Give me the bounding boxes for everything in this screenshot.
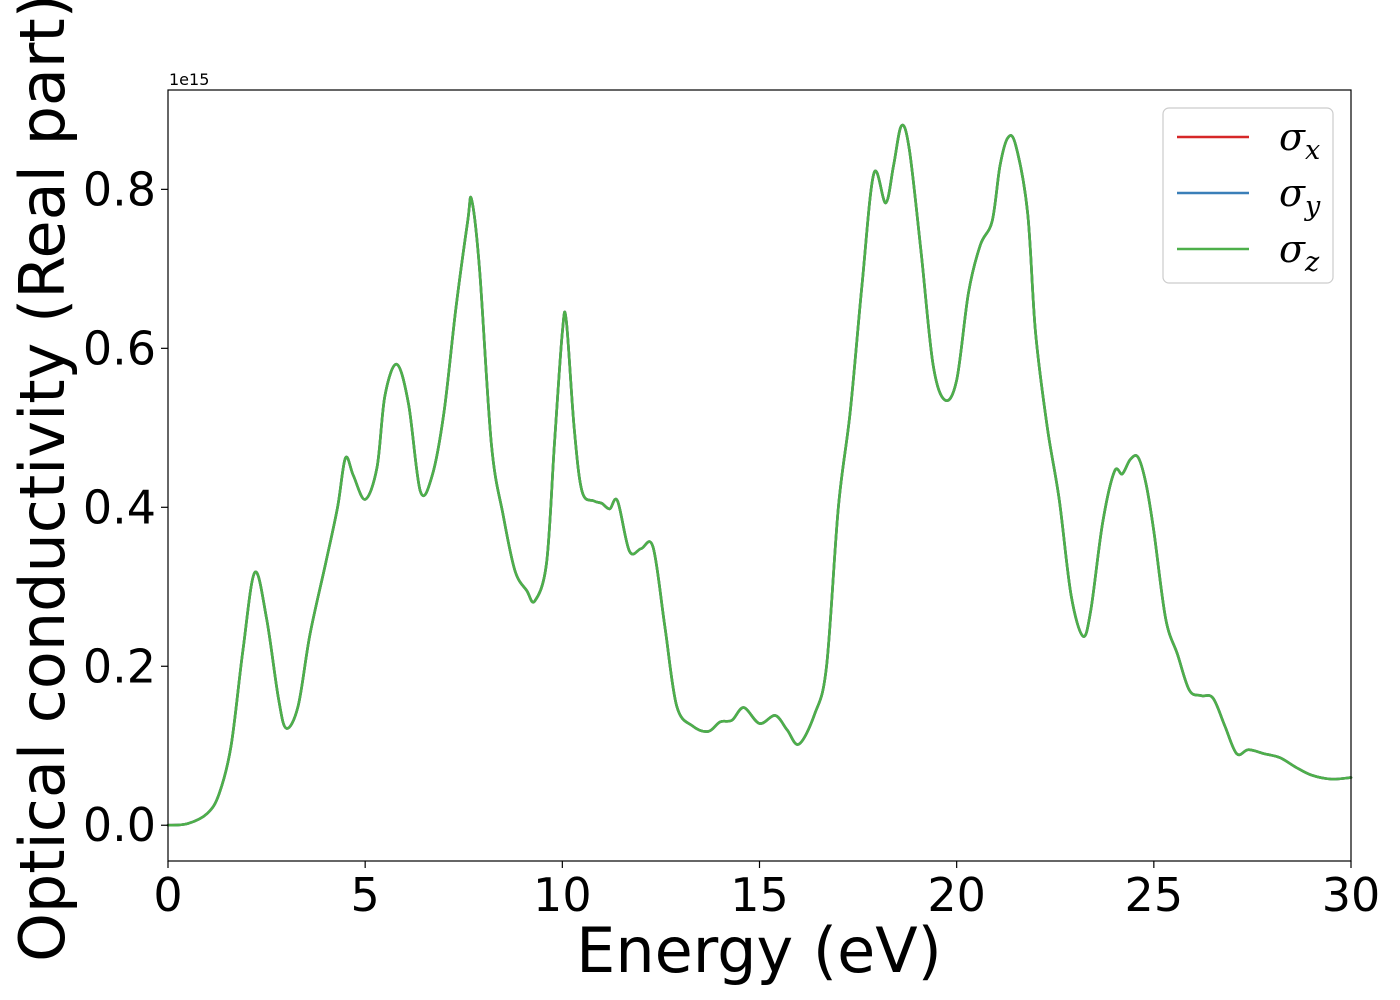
x-tick-label: 5 xyxy=(351,868,380,922)
y-axis-label: Optical conductivity (Real part) xyxy=(6,0,79,962)
y-tick-label: 0.4 xyxy=(83,480,156,534)
y-tick-label: 0.8 xyxy=(83,162,156,216)
y-tick-label: 0.6 xyxy=(83,321,156,375)
x-axis-label: Energy (eV) xyxy=(576,914,942,987)
x-tick-label: 0 xyxy=(153,868,182,922)
y-tick-label: 0.2 xyxy=(83,639,156,693)
plot-area xyxy=(166,89,1353,862)
legend-label: σz xyxy=(1279,227,1320,278)
x-tick-label: 20 xyxy=(927,868,986,922)
x-tick-label: 25 xyxy=(1125,868,1184,922)
legend-label: σx xyxy=(1279,115,1320,166)
series-line-3 xyxy=(166,123,1353,827)
y-axis-ticks: 0.0 0.2 0.4 0.6 0.8 xyxy=(83,162,168,852)
legend-box xyxy=(1162,107,1334,284)
series-layer xyxy=(166,123,1353,827)
x-tick-label: 15 xyxy=(730,868,789,922)
x-tick-label: 10 xyxy=(533,868,592,922)
x-tick-label: 30 xyxy=(1322,868,1381,922)
x-axis-ticks: 0 5 10 15 20 25 30 xyxy=(153,861,1380,922)
y-offset-label: 1e15 xyxy=(169,70,209,89)
legend-label: σy xyxy=(1279,171,1321,222)
y-tick-label: 0.0 xyxy=(83,798,156,852)
